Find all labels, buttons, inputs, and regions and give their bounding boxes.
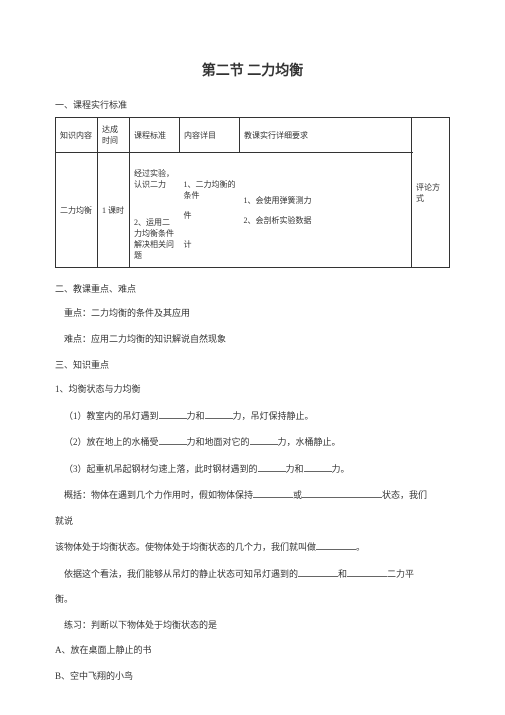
p8-end: 。	[356, 542, 365, 552]
th-2: 达成时间	[98, 118, 130, 153]
p4-pre: （1）教室内的吊灯遇到	[64, 411, 159, 421]
para-9: 依据这个看法，我们能够从吊灯的静止状态可知吊灯遇到的 和 二力平	[55, 567, 450, 582]
th-4: 内容详目	[180, 118, 240, 153]
p5-end: 力，水桶静止。	[278, 437, 341, 447]
table-header-row: 知识内容 达成时间 课程标准 内容详目 教课实行详细要求 评论方式	[56, 118, 450, 153]
p5-mid: 力和地面对它的	[187, 437, 250, 447]
para-6: （3）起重机吊起钢材匀速上落，此时钢材遇到的 力和 力。	[55, 462, 450, 477]
th-6: 评论方式	[412, 118, 450, 268]
section3-header: 三、知识重点	[55, 358, 450, 371]
blank	[253, 488, 293, 498]
blank	[304, 462, 332, 472]
blank	[347, 567, 387, 577]
para-5: （2）放在地上的水桶受 力和地面对它的 力，水桶静止。	[55, 435, 450, 450]
th-5: 教课实行详细要求	[240, 118, 412, 153]
blank	[298, 567, 338, 577]
td-1: 二力均衡	[56, 153, 98, 268]
p5-pre: （2）放在地上的水桶受	[64, 437, 159, 447]
p8-pre: 该物体处于均衡状态。使物体处于均衡状态的几个力，我们就叫做	[55, 542, 316, 552]
standards-table: 知识内容 达成时间 课程标准 内容详目 教课实行详细要求 评论方式 二力均衡 1…	[55, 117, 450, 268]
para-7b: 就说	[55, 515, 450, 529]
section1-header: 一、课程实行标准	[55, 98, 450, 111]
p6-mid: 力和	[286, 464, 304, 474]
para-3: 1、均衡状态与力均衡	[55, 383, 450, 397]
th-1: 知识内容	[56, 118, 98, 153]
para-9b: 衡。	[55, 593, 450, 607]
para-11: A、放在桌面上静止的书	[55, 644, 450, 658]
blank	[302, 488, 342, 498]
section2-header: 二、教课重点、难点	[55, 282, 450, 295]
para-difficulty: 难点：应用二力均衡的知识解说自然现象	[55, 333, 450, 347]
td-2: 1 课时	[98, 153, 130, 268]
p7-pre: 概括：物体在遇到几个力作用时，假如物体保持	[64, 490, 253, 500]
td-3: 经过实验，认识二力 2、运用二力均衡条件解决相关问题	[130, 153, 180, 268]
td-3-text: 2、运用二力均衡条件解决相关问题	[134, 218, 174, 260]
page-title: 第二节 二力均衡	[55, 60, 450, 80]
th-3: 课程标准	[130, 118, 180, 153]
blank	[159, 435, 187, 445]
table-data-row: 二力均衡 1 课时 经过实验，认识二力 2、运用二力均衡条件解决相关问题 1、二…	[56, 153, 450, 268]
td-4: 1、二力均衡的条件 件 计	[180, 153, 240, 268]
para-8: 该物体处于均衡状态。使物体处于均衡状态的几个力，我们就叫做 。	[55, 540, 450, 555]
blank	[205, 409, 233, 419]
para-emphasis: 重点：二力均衡的条件及其应用	[55, 307, 450, 321]
para-7: 概括：物体在遇到几个力作用时，假如物体保持 或 状态，我们	[55, 488, 450, 503]
p9-pre: 依据这个看法，我们能够从吊灯的静止状态可知吊灯遇到的	[64, 569, 298, 579]
td-4-text: 1、二力均衡的条件 件	[184, 180, 236, 220]
blank	[159, 409, 187, 419]
p9-end: 二力平	[387, 569, 414, 579]
p4-end: 力，吊灯保持静止。	[233, 411, 314, 421]
p6-end: 力。	[332, 464, 350, 474]
blank	[342, 488, 382, 498]
blank	[258, 462, 286, 472]
blank	[250, 435, 278, 445]
para-10: 练习：判断以下物体处于均衡状态的是	[55, 619, 450, 633]
blank	[316, 540, 356, 550]
para-12: B、空中飞翔的小鸟	[55, 670, 450, 684]
p7-mid1: 或	[293, 490, 302, 500]
td-4b-text: 计	[184, 240, 192, 249]
p4-mid: 力和	[187, 411, 205, 421]
p7-mid2: 状态，我们	[382, 490, 427, 500]
p6-pre: （3）起重机吊起钢材匀速上落，此时钢材遇到的	[64, 464, 258, 474]
td-5: 1、会使用弹簧测力 2、会剖析实验数据	[240, 153, 412, 268]
p9-mid: 和	[338, 569, 347, 579]
td-3b-text: 经过实验，认识二力	[134, 169, 174, 189]
para-4: （1）教室内的吊灯遇到 力和 力，吊灯保持静止。	[55, 409, 450, 424]
